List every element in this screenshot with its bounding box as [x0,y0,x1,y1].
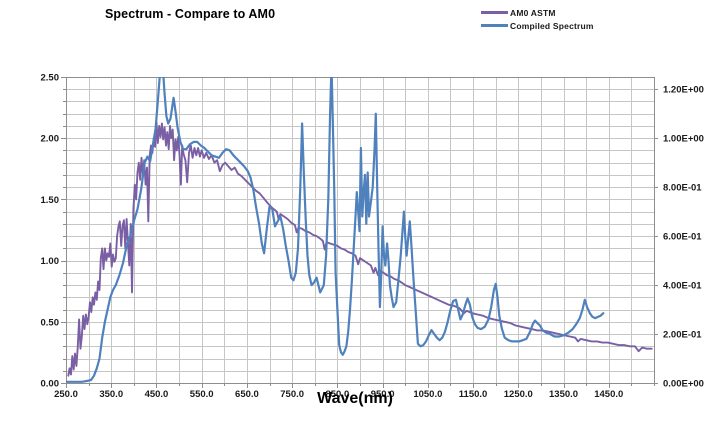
y-left-tick-label: 0.50 [41,317,60,328]
legend-item-compiled-spectrum: Compiled Spectrum [481,19,594,32]
y-left-tick-label: 1.50 [41,195,60,206]
x-tick-label: 1050.0 [413,389,442,400]
legend-label: Compiled Spectrum [510,20,594,31]
y-right-tick-label: 6.00E-01 [663,232,702,243]
y-right-tick-label: 8.00E-01 [663,183,702,194]
series-group [66,77,653,383]
x-tick-label: 250.0 [54,389,78,400]
chart-title: Spectrum - Compare to AM0 [105,7,276,21]
legend-line-swatch-blue [481,24,508,27]
tick-labels: 0.00 0.50 1.00 1.50 2.00 2.50 0.00E+00 2.00E-01… [41,73,704,401]
legend: AM0 ASTM Compiled Spectrum [481,6,594,32]
y-left-tick-label: 2.00 [41,134,60,145]
axes [61,77,658,388]
x-tick-label: 450.0 [145,389,169,400]
series-line-am0-astm [67,121,653,377]
x-tick-label: 1250.0 [504,389,533,400]
x-tick-label: 650.0 [235,389,259,400]
legend-line-swatch-purple [481,11,508,14]
x-tick-label: 350.0 [99,389,123,400]
x-tick-label: 550.0 [190,389,214,400]
y-right-tick-label: 0.00E+00 [663,379,704,390]
series-line-compiled-spectrum [66,77,605,383]
x-tick-label: 850.0 [325,389,349,400]
y-right-tick-label: 1.20E+00 [663,85,704,96]
legend-item-am0-astm: AM0 ASTM [481,6,594,19]
x-tick-label: 1350.0 [549,389,578,400]
y-left-tick-label: 1.00 [41,256,60,267]
x-tick-label: 1450.0 [594,389,623,400]
y-left-tick-label: 2.50 [41,73,60,84]
legend-label: AM0 ASTM [510,7,556,18]
y-right-tick-label: 1.00E+00 [663,134,704,145]
y-right-tick-label: 4.00E-01 [663,281,702,292]
y-right-tick-label: 2.00E-01 [663,330,702,341]
gridlines [66,77,655,384]
x-tick-label: 750.0 [280,389,304,400]
x-tick-label: 950.0 [371,389,395,400]
x-axis-title: Wave(nm) [317,390,393,407]
y-left-tick-label: 0.00 [41,379,60,390]
x-tick-label: 1150.0 [459,389,488,400]
